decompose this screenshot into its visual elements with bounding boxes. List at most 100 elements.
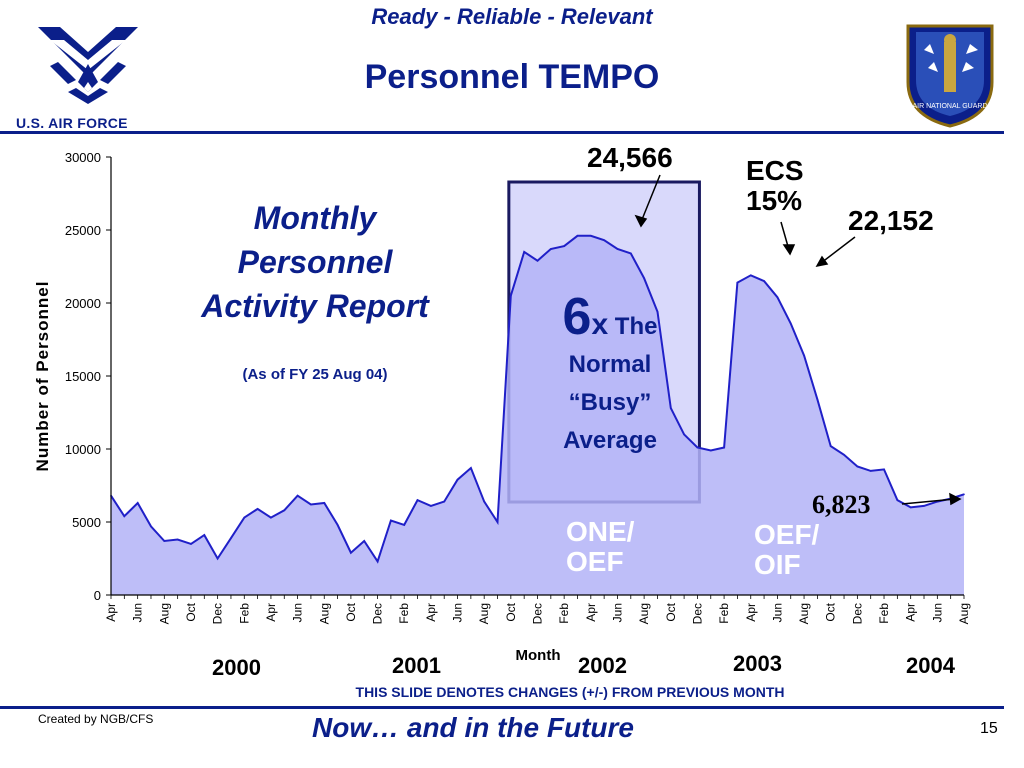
data-point [803, 354, 805, 357]
data-point [563, 245, 565, 247]
data-point [350, 551, 352, 554]
six-line2: Normal [568, 351, 652, 378]
report-title-line3: Activity Report [201, 288, 429, 324]
data-point [590, 235, 592, 237]
created-by: Created by NGB/CFS [38, 712, 154, 726]
x-tick-label: Apr [904, 603, 918, 622]
data-point [523, 251, 525, 253]
data-point [656, 311, 659, 313]
data-point [176, 538, 179, 541]
data-point [750, 274, 752, 277]
data-point [216, 557, 219, 560]
x-tick-label: Jun [291, 603, 305, 622]
data-point [430, 505, 432, 507]
report-title-line2: Personnel [237, 244, 393, 280]
data-point [203, 534, 206, 536]
page-number: 15 [980, 720, 998, 737]
six-the: The [614, 313, 658, 340]
data-point [296, 494, 299, 497]
data-point [376, 560, 379, 563]
x-tick-label: Feb [237, 603, 251, 624]
year-label: 2002 [578, 653, 627, 678]
changes-notice: THIS SLIDE DENOTES CHANGES (+/-) FROM PR… [355, 684, 785, 700]
footer-divider [0, 706, 1004, 709]
op1-line2: OEF [566, 546, 624, 577]
x-tick-label: Dec [211, 603, 225, 624]
x-tick-label: Aug [317, 603, 331, 624]
op1-line1: ONE/ [566, 516, 635, 547]
data-point [536, 259, 539, 262]
header-divider [0, 131, 1004, 134]
data-point [336, 524, 339, 526]
report-title: Monthly Personnel Activity Report [155, 196, 475, 328]
data-point [723, 446, 725, 449]
x-tick-label: Apr [584, 603, 598, 622]
year-label: 2001 [392, 653, 441, 678]
y-tick-label: 20000 [65, 296, 101, 311]
x-tick-label: Jun [131, 603, 145, 622]
data-point [736, 281, 739, 284]
op2-line2: OIF [754, 549, 801, 580]
x-tick-label: Apr [104, 603, 118, 622]
x-tick-label: Apr [744, 603, 758, 622]
data-point [403, 524, 406, 526]
data-point [230, 537, 232, 539]
data-point [270, 516, 272, 519]
y-tick-label: 15000 [65, 369, 101, 384]
air-force-label: U.S. AIR FORCE [16, 115, 128, 131]
data-point [510, 294, 512, 297]
data-point [896, 499, 899, 501]
x-tick-label: Dec [531, 603, 545, 624]
six-line3: “Busy” [568, 389, 652, 416]
six-line4: Average [563, 427, 657, 454]
data-point [163, 540, 166, 542]
data-point [789, 322, 792, 325]
x-axis-label: Month [516, 647, 561, 664]
y-tick-label: 10000 [65, 442, 101, 457]
data-point [576, 235, 579, 237]
data-point [123, 515, 126, 517]
data-point [683, 433, 685, 436]
y-axis-label: Number of Personnel [33, 281, 52, 472]
data-point [670, 407, 672, 409]
data-point [763, 280, 765, 282]
x-tick-label: Oct [664, 602, 678, 621]
data-point [323, 502, 326, 504]
data-point [470, 467, 472, 469]
y-tick-label: 30000 [65, 150, 101, 165]
data-point [243, 516, 246, 519]
data-point [310, 503, 312, 506]
data-point [963, 493, 965, 496]
air-national-guard-seal-icon: AIR NATIONAL GUARD [906, 24, 994, 128]
x-tick-label: Jun [451, 603, 465, 622]
data-point [630, 252, 632, 255]
data-point [616, 248, 619, 250]
data-point [869, 470, 872, 472]
peak2-annotation: 22,152 [848, 205, 934, 236]
data-point [416, 499, 419, 501]
x-tick-label: Apr [264, 603, 278, 622]
report-title-line1: Monthly [253, 200, 377, 236]
year-label: 2000 [212, 655, 261, 680]
x-tick-label: Aug [157, 603, 171, 624]
x-tick-label: Aug [477, 603, 491, 624]
as-of-date: (As of FY 25 Aug 04) [242, 366, 388, 383]
data-point [483, 500, 486, 503]
y-tick-label: 5000 [72, 515, 101, 530]
x-tick-label: Dec [371, 603, 385, 624]
air-force-wings-icon [38, 27, 138, 104]
data-point [856, 465, 859, 468]
x-tick-label: Dec [850, 603, 864, 624]
slogan: Ready - Reliable - Relevant [371, 4, 653, 29]
x-tick-label: Jun [770, 603, 784, 622]
page-title: Personnel TEMPO [364, 58, 660, 96]
data-point [643, 277, 645, 280]
x-tick-label: Jun [930, 603, 944, 622]
x-tick-label: Oct [504, 602, 518, 621]
six-number: 6 [562, 288, 592, 346]
year-label: 2003 [733, 651, 782, 676]
op2-line1: OEF/ [754, 519, 820, 550]
data-point [256, 508, 259, 510]
x-tick-label: Feb [397, 603, 411, 624]
